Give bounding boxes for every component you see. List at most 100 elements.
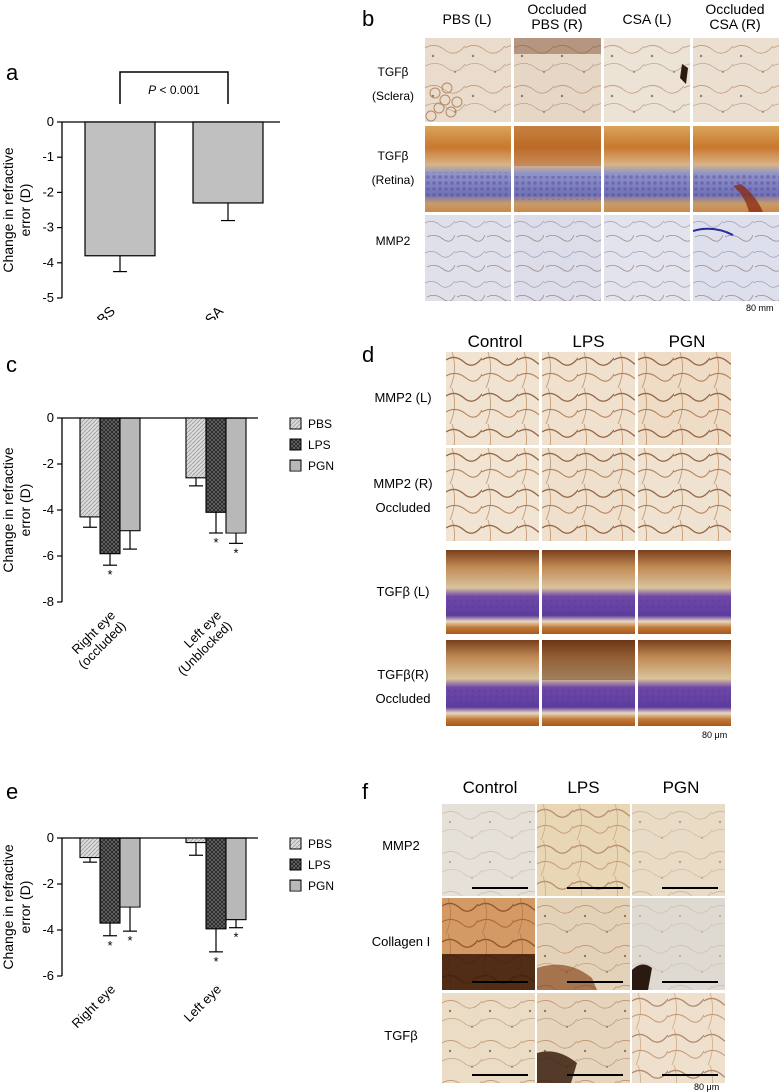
e-bar-pgn <box>119 837 141 908</box>
a-y-label: Change in refractiveerror (D) <box>0 147 33 273</box>
e-legend-label-lps: LPS <box>308 858 331 872</box>
e-significance-star: * <box>127 933 132 948</box>
micrograph-f-tgfb-lps <box>537 993 630 1083</box>
col-header-f-control: Control <box>462 778 518 797</box>
panel-letter-a: a <box>6 60 19 85</box>
a-y-tick-label: -1 <box>42 149 54 164</box>
chart-e: 0 -2 -4 -6 Change in refractiveerror (D) * * * *… <box>0 830 334 1031</box>
micrograph-b-mmp2-csa-l <box>604 215 690 301</box>
e-significance-star: * <box>233 930 238 945</box>
a-significance-bracket <box>119 71 229 104</box>
c-legend-swatch-pgn <box>289 459 302 472</box>
a-y-tick-label: -4 <box>42 255 54 270</box>
panel-letter-f: f <box>362 779 369 804</box>
micrograph-b-mmp2-pbs-l <box>425 215 511 301</box>
micrograph-d-tgfb-l-pgn <box>638 550 731 634</box>
row-label-d-mmp2-r: MMP2 (R) Occluded <box>373 476 433 515</box>
row-label-f-tgfb: TGFβ <box>384 1028 418 1043</box>
e-y-label: Change in refractiveerror (D) <box>0 844 33 970</box>
c-bar-pbs <box>79 417 101 518</box>
col-header-csa-l: CSA (L) <box>622 11 672 27</box>
micrograph-f-collagen-pgn <box>632 898 725 990</box>
c-bar-pgn <box>119 417 141 532</box>
micrograph-f-collagen-lps <box>537 898 630 990</box>
a-bar-pbs <box>84 121 156 257</box>
e-legend-label-pbs: PBS <box>308 837 332 851</box>
col-header-d-control: Control <box>467 332 523 351</box>
scale-label-d: 80 μm <box>702 730 728 740</box>
micrograph-b-sclera-pbs-l <box>425 38 511 122</box>
micrograph-f-mmp2-lps <box>537 804 630 896</box>
a-y-tick-label: 0 <box>47 114 54 129</box>
a-p-value-annotation: P < 0.001 <box>148 83 200 97</box>
e-y-tick-label: -6 <box>42 968 54 983</box>
micrograph-d-mmp2-r-pgn <box>638 448 731 541</box>
micrograph-f-tgfb-control <box>442 993 535 1083</box>
panel-letter-e: e <box>6 779 19 804</box>
micrograph-d-tgfb-l-control <box>446 550 539 634</box>
c-bar-lps <box>99 417 121 555</box>
a-bar-csa <box>192 121 264 204</box>
micrograph-d-tgfb-r-pgn <box>638 640 731 726</box>
micrograph-b-mmp2-csa-r <box>693 215 779 301</box>
e-bar-pbs <box>185 837 207 844</box>
c-y-tick-label: -8 <box>42 594 54 609</box>
micrograph-b-retina-csa-l <box>604 126 690 212</box>
c-legend-label-pbs: PBS <box>308 417 332 431</box>
col-header-occluded-pbs-r: Occluded PBS (R) <box>527 1 587 32</box>
e-legend-swatch-pbs <box>289 837 302 850</box>
panel-letter-b: b <box>362 6 375 31</box>
row-label-tgfb-retina: TGFβ (Retina) <box>371 149 415 187</box>
col-header-f-lps: LPS <box>567 778 600 797</box>
row-label-tgfb-sclera: TGFβ (Sclera) <box>371 65 414 103</box>
micrograph-f-mmp2-pgn <box>632 804 725 896</box>
a-x-tick-label: CSA <box>194 302 226 320</box>
c-legend-swatch-lps <box>289 438 302 451</box>
panel-letter-c: c <box>6 352 17 377</box>
e-legend-swatch-pgn <box>289 879 302 892</box>
micrograph-b-mmp2-pbs-r <box>514 215 601 301</box>
micrograph-b-sclera-csa-r <box>693 38 779 122</box>
scale-label-f: 80 μm <box>694 1082 720 1092</box>
a-y-tick-label: -5 <box>42 290 54 305</box>
c-bar-pbs <box>185 417 207 479</box>
e-y-tick-label: -4 <box>42 922 54 937</box>
e-x-tick-label: Left eye <box>181 982 224 1025</box>
panel-letter-d: d <box>362 342 375 367</box>
c-y-tick-label: -4 <box>42 502 54 517</box>
c-y-tick-label: 0 <box>47 410 54 425</box>
e-legend-label-pgn: PGN <box>308 879 334 893</box>
row-label-mmp2: MMP2 <box>375 234 411 248</box>
chart-c: 0 -2 -4 -6 -8 Change in refractiveerror (D) * *… <box>0 410 334 679</box>
c-bar-pgn <box>225 417 247 534</box>
c-significance-star: * <box>213 535 218 550</box>
chart-a: 0 -1 -2 -3 -4 -5 Change in refractiveerror (D)… <box>0 71 280 320</box>
micrograph-d-tgfb-l-lps <box>542 550 635 634</box>
micrograph-d-mmp2-r-lps <box>542 448 635 541</box>
micrograph-f-collagen-control <box>442 898 535 990</box>
col-header-d-lps: LPS <box>572 332 605 351</box>
e-legend-swatch-lps <box>289 858 302 871</box>
e-bar-lps <box>99 837 121 924</box>
row-label-f-collagen: Collagen I <box>371 934 431 949</box>
e-bar-pgn <box>225 837 247 921</box>
e-significance-star: * <box>213 954 218 969</box>
micrograph-b-retina-pbs-r <box>514 126 601 212</box>
col-header-f-pgn: PGN <box>662 778 700 797</box>
c-x-tick-label: Left eye(Unblocked) <box>164 608 235 679</box>
a-x-tick-label: PBS <box>87 303 118 320</box>
e-bar-pbs <box>79 837 101 859</box>
e-significance-star: * <box>107 938 112 953</box>
micrograph-f-mmp2-control <box>442 804 535 896</box>
c-y-tick-label: -6 <box>42 548 54 563</box>
micrograph-d-mmp2-r-control <box>446 448 539 541</box>
c-legend-label-pgn: PGN <box>308 459 334 473</box>
c-significance-star: * <box>233 545 238 560</box>
c-legend-label-lps: LPS <box>308 438 331 452</box>
micrograph-d-mmp2-l-pgn <box>638 352 731 445</box>
scale-label-b: 80 mm <box>746 303 774 313</box>
c-x-tick-label: Right eye(occluded) <box>65 608 129 672</box>
e-y-tick-label: 0 <box>47 830 54 845</box>
a-y-tick-label: -2 <box>42 184 54 199</box>
col-header-pbs-l: PBS (L) <box>442 11 492 27</box>
